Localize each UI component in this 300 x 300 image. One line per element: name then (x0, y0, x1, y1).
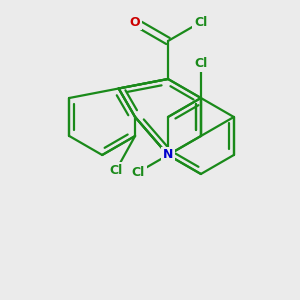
Text: Cl: Cl (132, 166, 145, 178)
Text: Cl: Cl (110, 164, 123, 177)
Text: Cl: Cl (194, 57, 208, 70)
Text: N: N (163, 148, 173, 161)
Text: O: O (130, 16, 140, 28)
Text: Cl: Cl (194, 16, 208, 28)
